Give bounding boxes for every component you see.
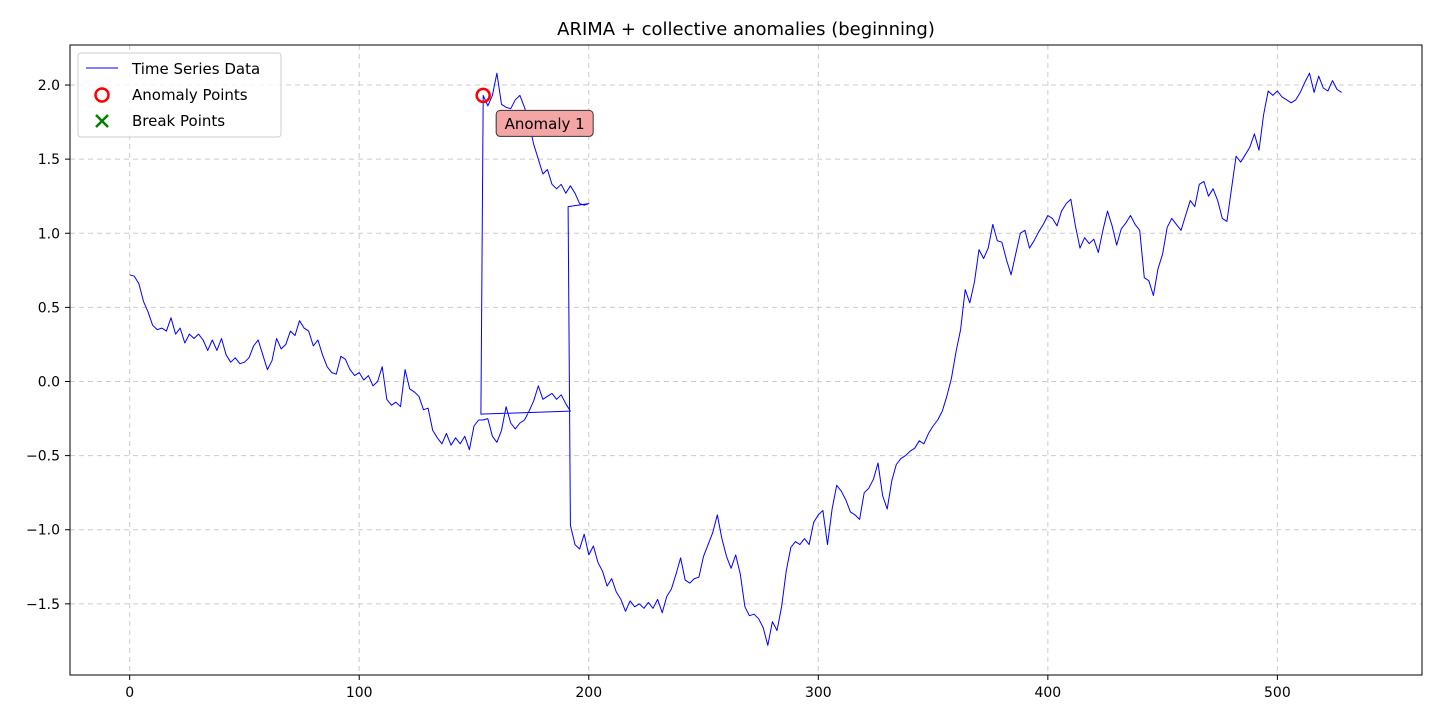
plot-frame (69, 44, 1423, 676)
legend-x-swatch (95, 114, 109, 128)
x-tick-label: 0 (125, 685, 134, 701)
x-tick-label: 500 (1264, 685, 1291, 701)
y-tick-label: 1.5 (38, 152, 60, 168)
y-tick-label: −0.5 (26, 449, 60, 465)
series-line (129, 72, 1342, 646)
anomaly-annotation-box (495, 109, 594, 137)
anomaly-annotation-label: Anomaly 1 (505, 115, 585, 133)
x-tick-label: 400 (1034, 685, 1061, 701)
grid (70, 45, 1422, 675)
anomaly-point (475, 87, 491, 104)
y-tick-label: 0.0 (38, 374, 60, 390)
legend: Time Series Data Anomaly Points Break Poin… (77, 52, 282, 138)
legend-circle-swatch (94, 87, 110, 103)
legend-label: Anomaly Points (132, 86, 248, 104)
y-tick-label: −1.0 (26, 523, 60, 539)
legend-box (77, 52, 282, 138)
chart-title: ARIMA + collective anomalies (beginning) (557, 19, 935, 40)
y-tick-label: 1.0 (38, 226, 60, 242)
anomaly-markers: Anomaly 1 (475, 87, 594, 137)
y-tick-label: 2.0 (38, 78, 60, 94)
y-tick-label: −1.5 (26, 597, 60, 613)
legend-label: Break Points (132, 112, 225, 130)
x-axis-ticks: 0 100 200 300 400 500 (125, 675, 1291, 701)
x-tick-label: 300 (805, 685, 832, 701)
series-layer (129, 72, 1342, 646)
x-tick-label: 200 (575, 685, 602, 701)
legend-label: Time Series Data (131, 60, 260, 78)
x-tick-label: 100 (346, 685, 373, 701)
y-axis-ticks: −1.5 −1.0 −0.5 0.0 0.5 1.0 1.5 2.0 (26, 78, 70, 613)
y-tick-label: 0.5 (38, 300, 60, 316)
